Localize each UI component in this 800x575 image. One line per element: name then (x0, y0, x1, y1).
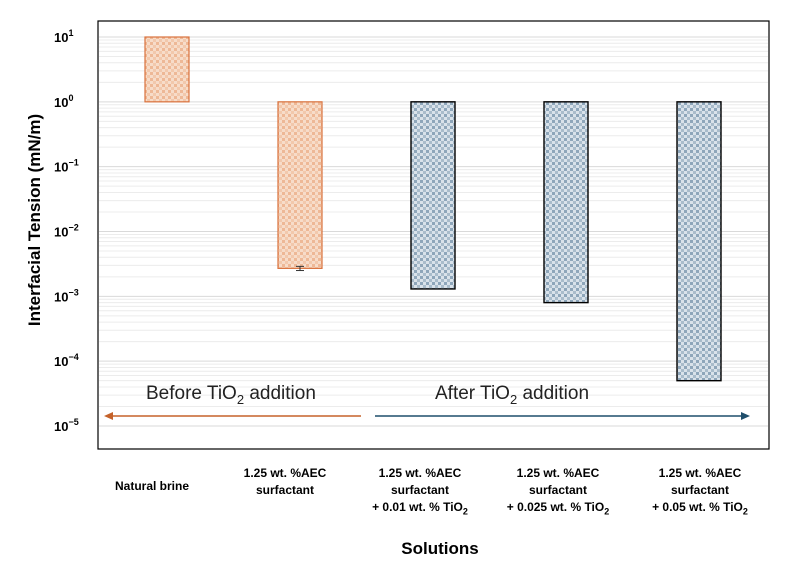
y-tick-label: 10−3 (54, 287, 79, 304)
y-tick-base: 10 (54, 289, 68, 304)
y-tick-base: 10 (54, 225, 68, 240)
y-tick-label: 100 (54, 93, 73, 110)
x-tick-label-line: 1.25 wt. %AEC (378, 466, 462, 480)
y-tick-exponent: 0 (68, 93, 73, 103)
y-tick-base: 10 (54, 354, 68, 369)
x-tick-label-line: + 0.05 wt. % TiO2 (652, 500, 748, 517)
y-tick-exponent: −5 (68, 417, 78, 427)
plot-frame (97, 20, 770, 450)
after-annotation: After TiO2 addition (435, 383, 589, 407)
y-tick-label: 10−1 (54, 158, 79, 175)
x-tick-label-sub: 2 (462, 506, 468, 517)
x-tick-label-line: surfactant (670, 483, 729, 497)
x-tick-label: Natural brine (77, 478, 227, 495)
x-tick-label: 1.25 wt. %AEC surfactant + 0.01 wt. % TiO2 (345, 465, 495, 520)
bar (676, 101, 722, 382)
before-annotation-tail: addition (244, 383, 316, 404)
x-tick-label-line: surfactant (255, 483, 314, 497)
y-tick-base: 10 (54, 95, 68, 110)
bars (144, 36, 722, 382)
before-annotation: Before TiO2 addition (146, 383, 316, 407)
y-tick-base: 10 (54, 419, 68, 434)
before-arrow-head (104, 412, 113, 420)
bar (543, 101, 589, 304)
after-annotation-text: After TiO (435, 383, 510, 404)
y-tick-base: 10 (54, 30, 68, 45)
x-tick-label-line: 1.25 wt. %AEC (243, 466, 327, 480)
y-tick-label: 101 (54, 28, 73, 45)
group-arrows (104, 412, 750, 420)
y-tick-exponent: −3 (68, 287, 78, 297)
y-tick-exponent: 1 (68, 28, 73, 38)
y-tick-base: 10 (54, 160, 68, 175)
y-tick-exponent: −4 (68, 352, 78, 362)
y-axis-title: Interfacial Tension (mN/m) (25, 113, 44, 327)
x-tick-label-line: Natural brine (114, 479, 189, 493)
y-tick-label: 10−2 (54, 223, 79, 240)
after-arrow-head (741, 412, 750, 420)
y-tick-exponent: −2 (68, 223, 78, 233)
x-axis-label: Solutions (401, 539, 479, 558)
x-tick-label: 1.25 wt. %AEC surfactant (210, 465, 360, 499)
before-annotation-sub: 2 (236, 391, 245, 407)
x-tick-label-line: surfactant (390, 483, 449, 497)
x-tick-label-sub: 2 (742, 506, 748, 517)
after-annotation-tail: addition (517, 383, 590, 404)
bar (277, 101, 323, 269)
before-annotation-text: Before TiO (146, 383, 237, 404)
bar (410, 101, 456, 290)
x-tick-label: 1.25 wt. %AEC surfactant + 0.05 wt. % TiO2 (625, 465, 775, 520)
x-tick-label-line: surfactant (528, 483, 587, 497)
x-tick-label: 1.25 wt. %AEC surfactant + 0.025 wt. % TiO… (483, 465, 633, 520)
y-tick-label: 10−5 (54, 417, 79, 434)
x-tick-label-line: + 0.01 wt. % TiO2 (372, 500, 468, 517)
y-tick-label: 10−4 (54, 352, 79, 369)
bar (144, 36, 190, 103)
after-annotation-sub: 2 (509, 391, 518, 407)
x-tick-label-line: 1.25 wt. %AEC (516, 466, 600, 480)
x-tick-label-line: 1.25 wt. %AEC (658, 466, 742, 480)
x-tick-label-sub: 2 (604, 506, 610, 517)
x-tick-label-line: + 0.025 wt. % TiO2 (506, 500, 610, 517)
y-tick-exponent: −1 (68, 158, 78, 168)
